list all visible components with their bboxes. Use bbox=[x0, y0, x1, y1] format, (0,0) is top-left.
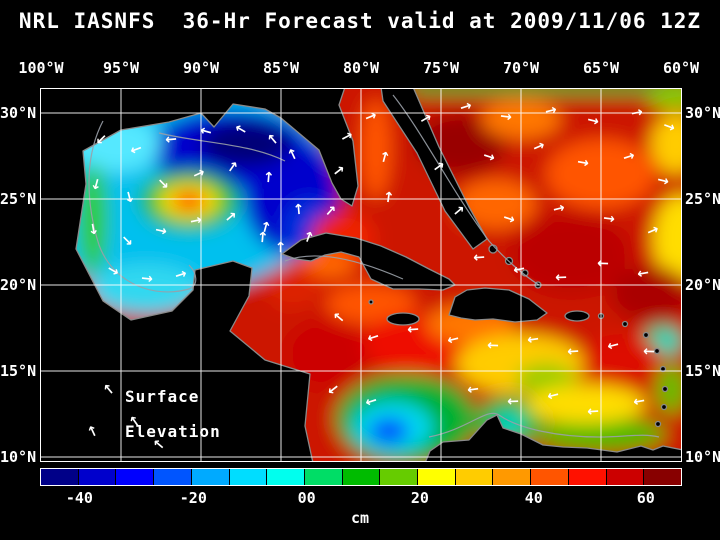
lat-tick-label-left: 25°N bbox=[0, 190, 37, 208]
colorbar-tick-label: 00 bbox=[297, 489, 316, 507]
colorbar-tick-label: -40 bbox=[65, 489, 93, 507]
colorbar-segment bbox=[190, 469, 229, 485]
colorbar-segment bbox=[341, 469, 380, 485]
lat-tick-label-left: 20°N bbox=[0, 276, 37, 294]
colorbar-segment bbox=[115, 469, 154, 485]
lat-tick-label-left: 30°N bbox=[0, 104, 37, 122]
lat-tick-label-right: 15°N bbox=[685, 362, 720, 380]
land-mask bbox=[41, 89, 681, 461]
colorbar-segment bbox=[643, 469, 681, 485]
lon-tick-label: 65°W bbox=[582, 59, 620, 77]
colorbar-segment bbox=[153, 469, 191, 485]
map-canvas bbox=[41, 89, 681, 461]
colorbar-segment bbox=[492, 469, 531, 485]
bathymetry-contours bbox=[88, 94, 660, 438]
colorbar-segment bbox=[266, 469, 304, 485]
colorbar-segment bbox=[605, 469, 644, 485]
lon-tick-label: 75°W bbox=[422, 59, 460, 77]
map-panel: → → → → → → → → → → → → → → → → → → → → → → → → → → → → → → → → → → → → → → → →… bbox=[40, 88, 682, 462]
colorbar-segment bbox=[567, 469, 606, 485]
colorbar-unit-label: cm bbox=[350, 509, 370, 527]
lat-tick-label-right: 30°N bbox=[685, 104, 720, 122]
colorbar-tick-label: 60 bbox=[636, 489, 655, 507]
overlay-label-surface: Surface bbox=[125, 387, 200, 406]
lon-tick-label: 95°W bbox=[102, 59, 140, 77]
colorbar-segment bbox=[454, 469, 493, 485]
colorbar-tick-label: 40 bbox=[524, 489, 543, 507]
overlay-label-elevation: Elevation bbox=[125, 422, 221, 441]
lon-tick-label: 100°W bbox=[18, 59, 64, 77]
colorbar-tick-label: 20 bbox=[410, 489, 429, 507]
lon-tick-label: 60°W bbox=[662, 59, 700, 77]
lat-tick-label-left: 10°N bbox=[0, 448, 37, 466]
colorbar-segment bbox=[417, 469, 455, 485]
lat-tick-label-right: 25°N bbox=[685, 190, 720, 208]
colorbar-segment bbox=[77, 469, 116, 485]
lon-tick-label: 80°W bbox=[342, 59, 380, 77]
colorbar-segment bbox=[228, 469, 267, 485]
colorbar-segment bbox=[379, 469, 418, 485]
grid-lines bbox=[41, 89, 681, 461]
lat-tick-label-left: 15°N bbox=[0, 362, 37, 380]
lat-tick-label-right: 20°N bbox=[685, 276, 720, 294]
colorbar bbox=[40, 468, 682, 486]
colorbar-segment bbox=[530, 469, 568, 485]
colorbar-segment bbox=[303, 469, 342, 485]
lon-tick-label: 85°W bbox=[262, 59, 300, 77]
lat-tick-label-right: 10°N bbox=[685, 448, 720, 466]
colorbar-tick-label: -20 bbox=[179, 489, 207, 507]
lon-tick-label: 70°W bbox=[502, 59, 540, 77]
colorbar-segment bbox=[41, 469, 78, 485]
plot-title: NRL IASNFS 36-Hr Forecast valid at 2009/… bbox=[18, 9, 702, 33]
lon-tick-label: 90°W bbox=[182, 59, 220, 77]
